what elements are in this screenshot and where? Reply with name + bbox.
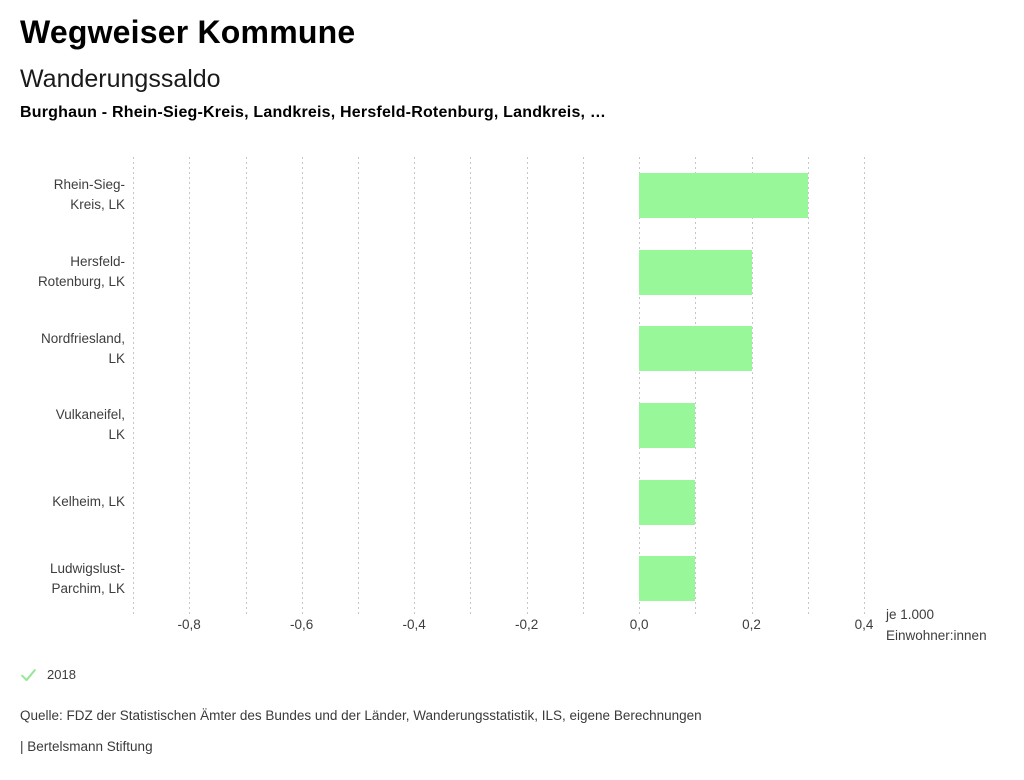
gridline	[301, 157, 303, 617]
legend-label: 2018	[47, 667, 76, 682]
gridline	[526, 157, 528, 617]
gridline	[133, 157, 134, 617]
bar[interactable]	[639, 326, 752, 372]
category-label: Ludwigslust- Parchim, LK	[49, 560, 125, 596]
x-tick-label: -0,2	[514, 617, 539, 632]
category-label: Nordfriesland, LK	[40, 330, 125, 366]
gridline	[245, 157, 247, 617]
bar[interactable]	[639, 479, 696, 525]
x-axis: -0,8 -0,6 -0,4 -0,2 0,0 0,2 0,4	[133, 617, 874, 635]
x-tick-label: 0,2	[742, 617, 761, 632]
gridline	[189, 157, 191, 617]
x-tick-label: 0,0	[629, 617, 649, 632]
gridline	[639, 157, 641, 617]
check-icon	[21, 669, 36, 682]
gridline	[470, 157, 472, 617]
branding-note: | Bertelsmann Stiftung	[20, 739, 153, 754]
x-tick-label: -0,4	[402, 617, 426, 632]
x-tick-label: 0,4	[854, 617, 874, 632]
chart-subtitle: Burghaun - Rhein-Sieg-Kreis, Landkreis, …	[20, 104, 607, 121]
app-title: Wegweiser Kommune	[20, 14, 356, 50]
category-label: Kelheim, LK	[52, 494, 125, 509]
category-axis: Rhein-Sieg- Kreis, LK Hersfeld- Rotenburg, …	[0, 157, 125, 617]
category-label: Vulkaneifel, LK	[55, 407, 125, 443]
bar[interactable]	[639, 172, 808, 218]
gridline	[807, 157, 809, 617]
chart-title: Wanderungssaldo	[20, 65, 221, 93]
gridline	[864, 157, 865, 617]
gridline	[751, 157, 753, 617]
x-tick-label: -0,6	[290, 617, 314, 632]
x-tick-label: -0,8	[177, 617, 201, 632]
gridline	[357, 157, 359, 617]
category-label: Rhein-Sieg- Kreis, LK	[53, 177, 125, 213]
gridline	[695, 157, 697, 617]
category-label: Hersfeld- Rotenburg, LK	[37, 254, 125, 289]
bar[interactable]	[639, 249, 752, 295]
bar[interactable]	[639, 556, 696, 602]
axis-unit-label: je 1.000 Einwohner:innen	[886, 607, 987, 643]
gridline	[414, 157, 416, 617]
plot-area	[133, 157, 865, 617]
gridline	[582, 157, 584, 617]
legend-item-2018[interactable]: 2018	[19, 665, 76, 684]
source-note: Quelle: FDZ der Statistischen Ämter des …	[20, 708, 702, 723]
bar[interactable]	[639, 402, 696, 448]
